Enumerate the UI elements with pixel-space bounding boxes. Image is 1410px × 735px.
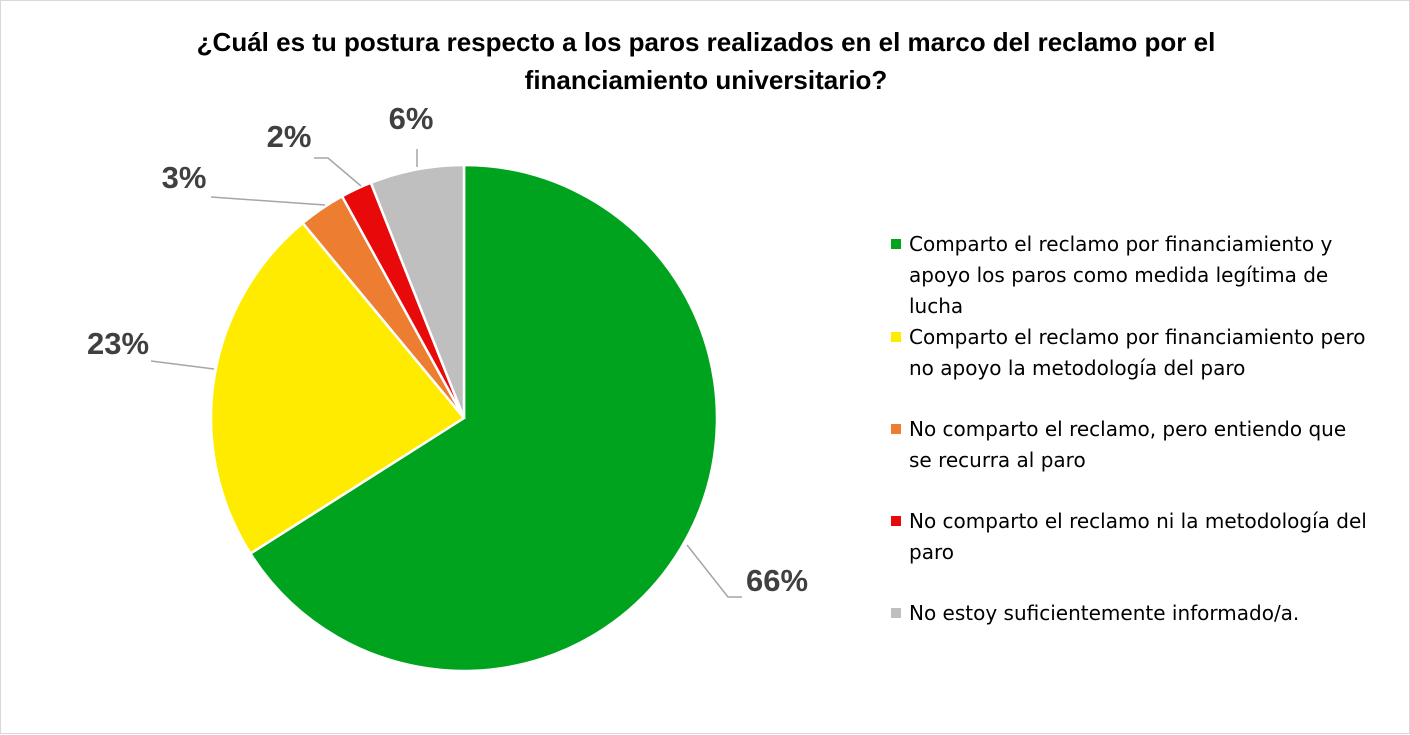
- leader-line: [686, 544, 742, 598]
- leader-line: [210, 196, 326, 206]
- leader-line: [150, 360, 215, 370]
- legend-item: Comparto el reclamo por financiamiento p…: [891, 322, 1371, 414]
- leader-line: [314, 157, 362, 187]
- data-labels: 66% 23% 3% 2% 6%: [87, 101, 808, 598]
- legend-item: No comparto el reclamo, pero entiendo qu…: [891, 414, 1371, 506]
- legend-item: Comparto el reclamo por financiamiento y…: [891, 229, 1371, 322]
- legend-label: Comparto el reclamo por financiamiento p…: [909, 325, 1366, 380]
- data-label: 6%: [389, 101, 434, 136]
- pie-slice: [209, 221, 466, 556]
- pie-slice: [369, 163, 466, 419]
- data-label: 66%: [746, 563, 808, 598]
- data-label: 2%: [267, 119, 312, 154]
- legend-swatch: [891, 608, 901, 618]
- legend-label: No comparto el reclamo ni la metodología…: [909, 509, 1367, 564]
- legend-label: No comparto el reclamo, pero entiendo qu…: [909, 417, 1347, 472]
- legend-label: Comparto el reclamo por financiamiento y…: [909, 232, 1333, 318]
- legend-swatch: [891, 516, 901, 526]
- legend-item: No estoy suficientemente informado/a.: [891, 598, 1371, 629]
- legend-item: No comparto el reclamo ni la metodología…: [891, 506, 1371, 598]
- data-label: 3%: [162, 160, 207, 195]
- chart-title: ¿Cuál es tu postura respecto a los paros…: [196, 27, 1216, 95]
- data-label: 23%: [87, 326, 149, 361]
- legend-swatch: [891, 332, 901, 342]
- leader-lines: [150, 149, 742, 598]
- pie-slices: [209, 163, 719, 673]
- legend: Comparto el reclamo por financiamiento y…: [891, 229, 1371, 629]
- legend-swatch: [891, 424, 901, 434]
- pie-slice: [248, 163, 719, 673]
- legend-label: No estoy suficientemente informado/a.: [909, 601, 1300, 625]
- legend-swatch: [891, 239, 901, 249]
